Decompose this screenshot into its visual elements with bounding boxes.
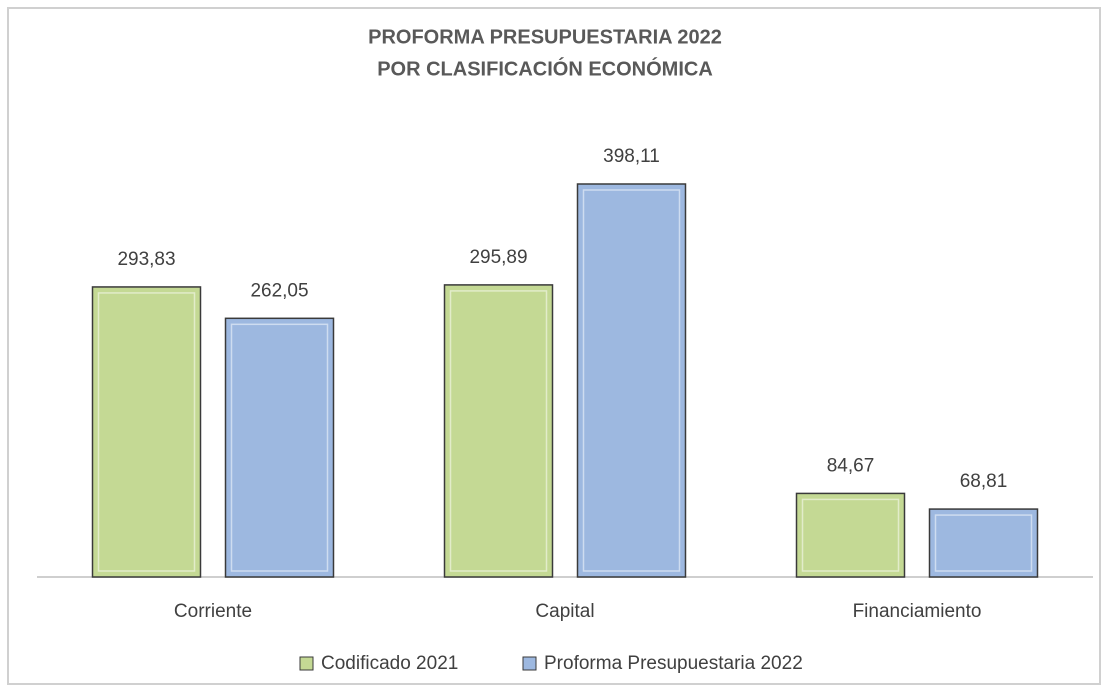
data-label: 84,67: [827, 455, 875, 476]
legend-label: Codificado 2021: [321, 653, 458, 674]
data-label: 293,83: [117, 249, 175, 270]
chart-subtitle: POR CLASIFICACIÓN ECONÓMICA: [377, 56, 713, 80]
bar-bevel: [97, 292, 196, 572]
legend-marker: [522, 656, 537, 671]
legend-label: Proforma Presupuestaria 2022: [544, 653, 803, 674]
bar-bevel: [582, 189, 681, 572]
data-label: 295,89: [469, 247, 527, 268]
data-label: 262,05: [250, 280, 308, 301]
bar-bevel: [230, 323, 329, 572]
x-tick-label: Financiamiento: [853, 601, 982, 622]
legend-marker: [299, 656, 314, 671]
chart-title: PROFORMA PRESUPUESTARIA 2022: [368, 26, 722, 48]
data-label: 68,81: [960, 471, 1008, 492]
x-tick-label: Capital: [535, 601, 594, 622]
bar-bevel: [934, 514, 1033, 572]
data-label: 398,11: [603, 146, 660, 167]
bar-bevel: [801, 498, 900, 572]
bar-bevel: [449, 290, 548, 572]
x-tick-label: Corriente: [174, 601, 252, 622]
